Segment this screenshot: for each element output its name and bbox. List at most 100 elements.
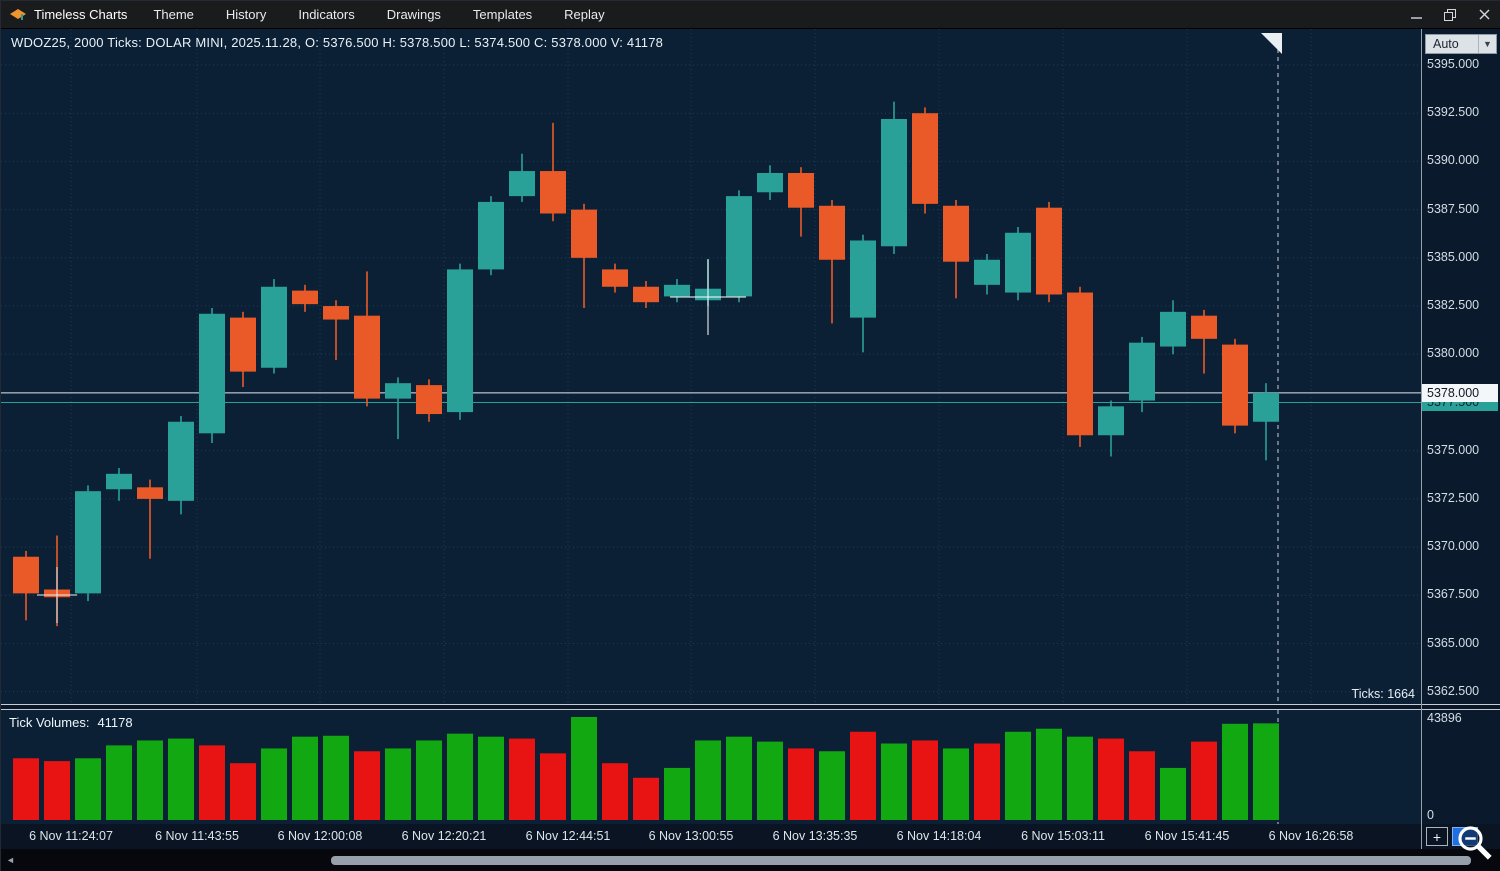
volume-chart-canvas bbox=[13, 710, 1279, 824]
app-brand[interactable]: Timeless Charts bbox=[1, 7, 137, 22]
window-controls bbox=[1399, 1, 1500, 29]
candle-body bbox=[447, 269, 473, 413]
time-axis[interactable]: + 6 Nov 11:24:07 6 Nov 11:43:55 6 Nov 12:0… bbox=[1, 824, 1500, 849]
candle-body bbox=[1036, 207, 1062, 295]
volume-bar bbox=[199, 745, 225, 820]
price-axis-label: 5380.000 bbox=[1427, 346, 1480, 361]
menu-item-replay[interactable]: Replay bbox=[564, 6, 605, 22]
volume-bar bbox=[974, 743, 1000, 820]
candle-body bbox=[540, 171, 566, 214]
chart-header: WDOZ25, 2000 Ticks: DOLAR MINI, 2025.11.… bbox=[11, 35, 664, 50]
volume-bar bbox=[354, 751, 380, 820]
candle-body bbox=[1129, 342, 1155, 401]
menu-item-drawings[interactable]: Drawings bbox=[386, 6, 441, 22]
candle-body bbox=[323, 306, 349, 320]
menu-item-indicators[interactable]: Indicators bbox=[298, 6, 355, 22]
volume-bar bbox=[292, 736, 318, 820]
scale-mode-dropdown[interactable]: Auto ▼ bbox=[1425, 34, 1497, 54]
volume-pane[interactable]: Tick Volumes: 41178 bbox=[1, 710, 1421, 824]
app-brand-label: Timeless Charts bbox=[34, 7, 128, 22]
volume-bar bbox=[664, 767, 690, 820]
candle-body bbox=[13, 556, 39, 594]
pointer-marker bbox=[1261, 33, 1282, 54]
time-axis-label: 6 Nov 11:43:55 bbox=[155, 829, 239, 843]
chevron-down-icon: ▼ bbox=[1478, 35, 1496, 53]
volume-bar bbox=[416, 740, 442, 820]
volume-bar bbox=[633, 777, 659, 820]
price-axis-label: 5382.500 bbox=[1427, 298, 1480, 313]
volume-bar bbox=[13, 758, 39, 820]
ticks-counter: Ticks: 1664 bbox=[1351, 687, 1415, 701]
candle-body bbox=[571, 209, 597, 258]
volume-bar bbox=[1253, 723, 1279, 820]
horizontal-scrollbar[interactable]: ◄ bbox=[1, 849, 1500, 871]
candle-body bbox=[75, 491, 101, 594]
price-axis-label: 5395.000 bbox=[1427, 57, 1480, 71]
volume-bar bbox=[385, 748, 411, 820]
candle-body bbox=[664, 284, 690, 297]
volume-axis[interactable]: 43896 0 bbox=[1422, 710, 1500, 824]
candle-body bbox=[788, 172, 814, 208]
time-axis-label: 6 Nov 11:24:07 bbox=[29, 829, 113, 843]
volume-bar bbox=[1098, 738, 1124, 820]
volume-bar bbox=[1222, 723, 1248, 820]
menu-item-history[interactable]: History bbox=[225, 6, 267, 22]
menu-item-theme[interactable]: Theme bbox=[153, 6, 194, 22]
time-axis-label: 6 Nov 13:00:55 bbox=[648, 829, 734, 843]
volume-axis-min: 0 bbox=[1427, 808, 1434, 822]
volume-bar bbox=[881, 743, 907, 820]
add-button[interactable]: + bbox=[1426, 827, 1448, 846]
pane-splitter[interactable] bbox=[1, 704, 1500, 710]
time-axis-label: 6 Nov 13:35:35 bbox=[772, 829, 858, 843]
volume-bar bbox=[1160, 767, 1186, 820]
candle-body bbox=[1005, 232, 1031, 293]
volume-bar bbox=[323, 735, 349, 820]
volume-bar bbox=[1129, 751, 1155, 820]
current-price-tag: 5378.000 bbox=[1422, 383, 1498, 402]
candle-body bbox=[230, 317, 256, 372]
candle-body bbox=[881, 118, 907, 247]
candle-body bbox=[974, 259, 1000, 285]
time-axis-label: 6 Nov 12:00:08 bbox=[277, 829, 363, 843]
time-axis-label: 6 Nov 12:20:21 bbox=[401, 829, 487, 843]
volume-bar bbox=[137, 740, 163, 820]
candle-body bbox=[1160, 311, 1186, 347]
candle-body bbox=[199, 313, 225, 434]
price-axis[interactable]: Auto ▼ 5395.000 5392.500 5390.000 5387.500 5… bbox=[1422, 29, 1500, 704]
price-chart-area[interactable]: WDOZ25, 2000 Ticks: DOLAR MINI, 2025.11.… bbox=[1, 29, 1421, 704]
candle-body bbox=[1253, 392, 1279, 422]
candle-body bbox=[261, 286, 287, 368]
candle-body bbox=[1191, 315, 1217, 339]
volume-bar bbox=[106, 745, 132, 820]
price-axis-label: 5387.500 bbox=[1427, 201, 1480, 216]
candle-body bbox=[1098, 406, 1124, 436]
volume-bar bbox=[1067, 736, 1093, 820]
price-axis-label: 5390.000 bbox=[1427, 153, 1480, 168]
price-axis-label: 5385.000 bbox=[1427, 249, 1480, 264]
volume-bar bbox=[540, 753, 566, 820]
candle-body bbox=[1067, 292, 1093, 436]
time-axis-label: 6 Nov 15:41:45 bbox=[1144, 829, 1230, 843]
volume-bar bbox=[819, 751, 845, 820]
volume-bar bbox=[44, 761, 70, 820]
close-button[interactable] bbox=[1467, 1, 1500, 29]
volume-bar bbox=[1036, 728, 1062, 820]
candle-body bbox=[137, 487, 163, 499]
scroll-left-arrow-icon[interactable]: ◄ bbox=[6, 855, 15, 865]
volume-bar bbox=[75, 758, 101, 820]
time-axis-label: 6 Nov 14:18:04 bbox=[896, 829, 982, 843]
price-chart-canvas bbox=[1, 29, 1421, 704]
menu-item-templates[interactable]: Templates bbox=[472, 6, 533, 22]
restore-button[interactable] bbox=[1433, 1, 1467, 29]
candle-body bbox=[726, 196, 752, 297]
scrollbar-thumb[interactable] bbox=[331, 856, 1471, 865]
volume-bar bbox=[695, 740, 721, 820]
volume-bar bbox=[943, 748, 969, 820]
volume-bar bbox=[571, 717, 597, 820]
time-axis-label: 6 Nov 12:44:51 bbox=[525, 829, 611, 843]
minimize-button[interactable] bbox=[1399, 1, 1433, 29]
zoom-cursor-icon bbox=[1453, 821, 1495, 863]
candle-body bbox=[478, 201, 504, 270]
candle-body bbox=[292, 290, 318, 305]
